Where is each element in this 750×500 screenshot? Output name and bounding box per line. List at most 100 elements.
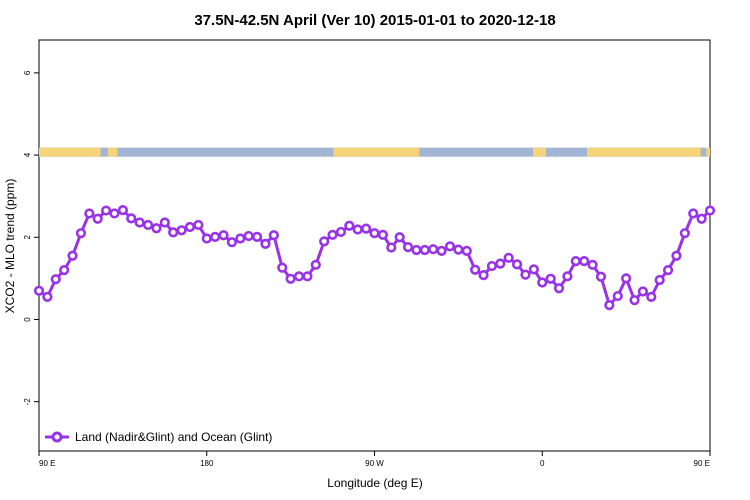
data-point <box>33 285 45 296</box>
data-point <box>260 238 271 249</box>
data-point <box>277 262 288 273</box>
data-point <box>319 236 330 247</box>
data-point <box>486 260 498 272</box>
data-point <box>50 274 61 285</box>
data-point <box>595 271 607 282</box>
legend-marker <box>51 431 63 443</box>
legend-label: Land (Nadir&Glint) and Ocean (Glint) <box>75 430 272 444</box>
y-axis-label: XCO2 - MLO trend (ppm) <box>3 179 17 314</box>
data-point <box>327 229 338 240</box>
data-point <box>428 244 439 255</box>
data-point <box>151 223 162 234</box>
land-segment <box>39 147 101 157</box>
data-point <box>134 217 145 228</box>
land-segment <box>107 147 118 157</box>
data-point <box>159 217 170 228</box>
data-point <box>142 219 154 231</box>
y-axis: -2 0 2 4 6 <box>23 70 39 405</box>
data-point <box>511 259 523 270</box>
data-point <box>109 208 120 219</box>
data-point <box>470 264 481 275</box>
x-tick-label: 90 W <box>365 459 384 468</box>
data-point <box>528 264 539 275</box>
data-point <box>436 245 447 256</box>
data-point <box>117 205 128 216</box>
data-point <box>461 245 472 256</box>
data-point <box>545 273 556 284</box>
data-point <box>184 221 196 233</box>
data-point <box>402 242 414 253</box>
data-point <box>285 273 296 284</box>
data-point <box>688 208 699 219</box>
chart-title: 37.5N-42.5N April (Ver 10) 2015-01-01 to… <box>194 12 555 29</box>
data-point <box>92 213 103 224</box>
data-point <box>268 230 279 241</box>
data-point <box>201 233 212 244</box>
x-tick-label: 90 E <box>39 459 55 468</box>
data-point <box>646 291 657 302</box>
data-point <box>251 231 263 242</box>
data-point <box>503 252 514 263</box>
data-point <box>59 265 70 276</box>
data-point <box>176 225 187 236</box>
x-tick-label: 180 <box>200 459 214 468</box>
data-point <box>302 271 313 282</box>
data-point <box>621 273 632 284</box>
data-point <box>671 250 682 261</box>
data-point <box>335 226 347 238</box>
data-point <box>679 228 690 239</box>
data-point <box>444 241 456 252</box>
data-point <box>562 271 573 282</box>
data-point <box>495 258 506 269</box>
data-point <box>478 269 489 281</box>
data-point <box>587 259 598 270</box>
data-point <box>75 228 87 239</box>
data-point <box>386 242 397 253</box>
data-point <box>604 299 615 311</box>
data-point <box>579 256 590 267</box>
land-segment <box>532 147 546 157</box>
data-point <box>42 291 53 302</box>
y-tick-label: 6 <box>23 70 32 75</box>
data-point <box>369 228 380 239</box>
data-point <box>637 286 649 297</box>
data-point <box>537 277 548 288</box>
data-point <box>293 271 305 282</box>
x-axis-label: Longitude (deg E) <box>327 476 422 490</box>
data-point <box>629 295 640 306</box>
data-point <box>310 259 321 270</box>
y-tick-label: 0 <box>23 317 32 322</box>
x-axis: 90 E 180 90 W 0 90 E <box>38 451 711 468</box>
plot-area-border <box>38 39 711 452</box>
x-tick-label: 0 <box>540 459 545 468</box>
legend: Land (Nadir&Glint) and Ocean (Glint) <box>45 430 272 444</box>
data-point <box>243 230 254 242</box>
data-point <box>419 244 430 256</box>
data-point <box>344 220 355 231</box>
x-tick-label: 90 E <box>694 459 710 468</box>
data-point <box>67 250 78 261</box>
data-point <box>361 223 372 234</box>
data-point <box>570 256 581 267</box>
data-point <box>193 219 204 231</box>
data-point <box>210 231 221 242</box>
y-tick-label: 2 <box>23 235 32 240</box>
data-point <box>704 205 716 216</box>
data-point <box>696 213 707 224</box>
data-point <box>453 244 464 255</box>
land-segment <box>586 147 701 157</box>
data-point <box>352 224 363 235</box>
series-group <box>33 205 716 311</box>
land-segment <box>333 147 420 157</box>
data-point <box>553 283 565 294</box>
land-segment <box>706 147 710 157</box>
data-point <box>411 244 422 256</box>
y-tick-label: 4 <box>23 152 32 157</box>
data-point <box>612 290 623 302</box>
data-point <box>662 265 674 276</box>
data-point <box>126 213 137 224</box>
data-point <box>654 274 665 286</box>
data-point <box>100 205 112 216</box>
land-ocean-strip <box>39 147 710 157</box>
